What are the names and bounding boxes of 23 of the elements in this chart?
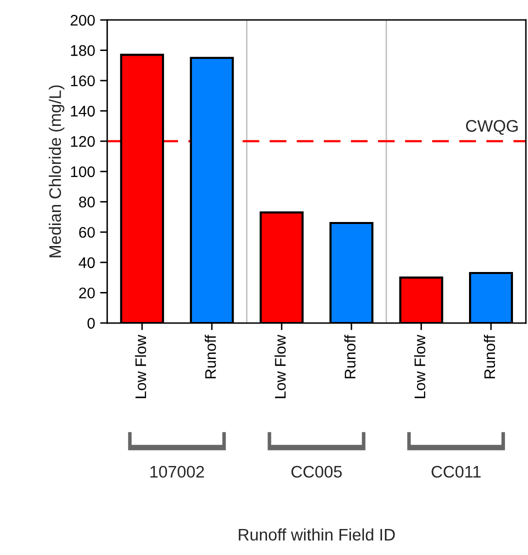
text: CC011 [432, 466, 481, 478]
x-tick-label: Runoff [484, 334, 496, 378]
x-tick-label: Low Flow [414, 334, 426, 398]
x-tick-label: Runoff [204, 334, 216, 378]
y-tick-label: 180 [71, 45, 95, 56]
y-tick-label: 60 [79, 226, 95, 238]
y-tick-label: 20 [79, 288, 95, 298]
y-tick-label: 200 [70, 14, 95, 26]
y-axis-title: Median Chloride (mg/L) [48, 85, 64, 258]
y-tick-label: 0 [87, 318, 95, 329]
y-tick-label: 140 [71, 106, 95, 117]
y-tick-label: 100 [71, 166, 95, 178]
x-tick-label: Runoff [344, 334, 356, 378]
x-tick-label: Low Flow [274, 334, 286, 398]
y-tick-label: 120 [71, 136, 95, 147]
y-tick-label: 160 [71, 75, 95, 86]
text: Runoff within Field ID [238, 528, 395, 541]
text: CC005 [291, 466, 342, 478]
y-tick-label: 80 [79, 196, 95, 208]
x-tick-label: Low Flow [134, 334, 146, 398]
ref-line-label: CWQG [466, 120, 518, 135]
text: 107002 [150, 466, 204, 478]
y-tick-label: 40 [78, 257, 95, 268]
